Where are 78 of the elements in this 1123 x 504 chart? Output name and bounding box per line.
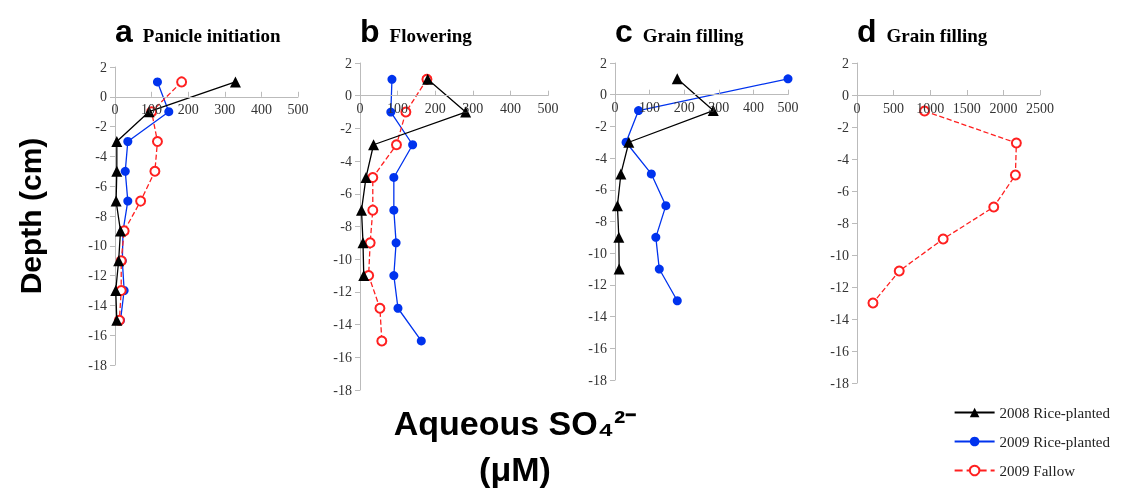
y-tick-label: 0 bbox=[600, 87, 607, 103]
legend-label: 2009 Fallow bbox=[999, 462, 1076, 479]
y-tick-label: -4 bbox=[837, 151, 849, 167]
y-tick-label: -12 bbox=[88, 268, 107, 284]
y-tick-label: -12 bbox=[588, 277, 607, 293]
x-tick-label: 300 bbox=[708, 100, 730, 116]
y-tick-label: -12 bbox=[830, 279, 849, 295]
x-tick-label: 200 bbox=[177, 102, 199, 118]
y-axis-title: Depth (cm) bbox=[13, 137, 47, 295]
x-tick-label: 300 bbox=[214, 102, 236, 118]
chart-title: Panicle initiation bbox=[142, 24, 281, 46]
y-tick-label: -4 bbox=[595, 150, 607, 166]
y-tick-label: -16 bbox=[88, 327, 107, 343]
y-tick-label: -6 bbox=[595, 182, 607, 198]
text: c bbox=[615, 13, 633, 49]
x-tick-label: 500 bbox=[777, 100, 799, 116]
y-tick-label: -10 bbox=[333, 251, 352, 267]
y-tick-label: 2 bbox=[345, 55, 352, 71]
y-tick-label: 2 bbox=[600, 55, 607, 71]
y-tick-label: -10 bbox=[830, 247, 849, 263]
text: a bbox=[115, 13, 133, 49]
x-tick-label: 1500 bbox=[952, 100, 981, 116]
y-tick-label: -4 bbox=[95, 148, 107, 164]
y-tick-label: -16 bbox=[333, 349, 352, 365]
x-tick-label: 400 bbox=[742, 100, 764, 116]
y-tick-label: -12 bbox=[333, 284, 352, 300]
y-tick-label: -8 bbox=[340, 219, 352, 234]
y-tick-label: -14 bbox=[88, 297, 107, 313]
y-tick-label: -2 bbox=[595, 118, 607, 134]
x-tick-label: 0 bbox=[853, 100, 861, 116]
y-tick-label: -8 bbox=[595, 214, 607, 229]
legend-label: 2009 Rice-planted bbox=[999, 433, 1111, 450]
y-tick-label: 0 bbox=[345, 88, 352, 104]
y-tick-label: -14 bbox=[333, 317, 352, 333]
y-tick-label: -18 bbox=[333, 382, 352, 398]
x-tick-label: 300 bbox=[462, 101, 484, 117]
y-tick-label: -10 bbox=[588, 245, 607, 261]
y-tick-label: -16 bbox=[830, 343, 849, 359]
y-tick-label: -2 bbox=[837, 119, 849, 135]
y-tick-label: 0 bbox=[100, 89, 107, 105]
x-tick-label: 2000 bbox=[989, 100, 1018, 116]
y-tick-label: -16 bbox=[588, 340, 607, 356]
text: b bbox=[360, 13, 380, 49]
x-tick-label: 500 bbox=[287, 102, 309, 118]
chart-title: Grain filling bbox=[642, 24, 745, 46]
x-tick-label: 1000 bbox=[916, 100, 945, 116]
y-tick-label: 2 bbox=[100, 59, 107, 75]
x-tick-label: 0 bbox=[611, 100, 619, 116]
x-tick-label: 2500 bbox=[1026, 100, 1054, 116]
x-tick-label: 0 bbox=[356, 101, 364, 117]
y-tick-label: -2 bbox=[95, 119, 107, 135]
y-tick-label: 2 bbox=[842, 55, 849, 71]
y-tick-label: -14 bbox=[830, 311, 849, 327]
x-tick-label: 200 bbox=[673, 100, 695, 116]
y-tick-label: -2 bbox=[340, 120, 352, 136]
x-tick-label: 500 bbox=[537, 101, 559, 117]
x-tick-label: 0 bbox=[111, 102, 119, 118]
y-tick-label: -14 bbox=[588, 309, 607, 325]
legend-label: 2008 Rice-planted bbox=[999, 404, 1111, 421]
y-tick-label: -10 bbox=[88, 238, 107, 254]
y-tick-label: -6 bbox=[95, 178, 107, 194]
y-tick-label: -6 bbox=[837, 183, 849, 199]
y-tick-label: -4 bbox=[340, 153, 352, 169]
y-tick-label: -8 bbox=[837, 215, 849, 231]
y-tick-label: -8 bbox=[95, 208, 107, 224]
y-tick-label: -18 bbox=[830, 375, 849, 391]
x-tick-label: 200 bbox=[424, 101, 446, 117]
x-tick-label: 400 bbox=[250, 102, 272, 118]
y-tick-label: -18 bbox=[88, 357, 107, 373]
y-tick-label: -6 bbox=[340, 186, 352, 202]
x-tick-label: 500 bbox=[883, 100, 905, 116]
x-axis-title: Aqueous SO₄²⁻ (μM) bbox=[392, 403, 638, 490]
y-tick-label: -18 bbox=[588, 372, 607, 388]
chart-title: Grain filling bbox=[886, 24, 988, 46]
x-tick-label: 400 bbox=[499, 101, 521, 117]
y-tick-label: 0 bbox=[842, 87, 849, 103]
text: d bbox=[857, 13, 877, 49]
chart-title: Flowering bbox=[389, 24, 473, 46]
